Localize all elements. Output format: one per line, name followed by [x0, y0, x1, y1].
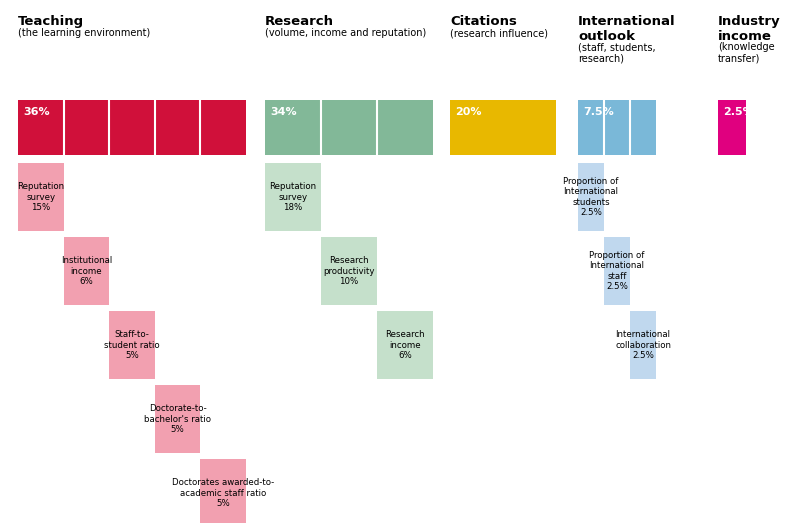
Bar — [64, 237, 109, 305]
Bar — [377, 311, 433, 379]
Bar — [265, 100, 433, 155]
Bar — [578, 163, 604, 231]
Bar — [18, 100, 246, 155]
Text: International
outlook: International outlook — [578, 15, 676, 42]
Text: Reputation
survey
15%: Reputation survey 15% — [17, 182, 64, 212]
Text: (knowledge
transfer): (knowledge transfer) — [718, 42, 775, 64]
Text: 20%: 20% — [455, 107, 481, 117]
Text: (staff, students,
research): (staff, students, research) — [578, 42, 655, 64]
Text: Proportion of
International
staff
2.5%: Proportion of International staff 2.5% — [590, 251, 644, 291]
Bar — [18, 163, 64, 231]
Text: (the learning environment): (the learning environment) — [18, 28, 150, 39]
Text: Proportion of
International
students
2.5%: Proportion of International students 2.5… — [564, 177, 619, 217]
Text: 36%: 36% — [23, 107, 49, 117]
Text: Teaching: Teaching — [18, 15, 84, 28]
Text: 7.5%: 7.5% — [583, 107, 614, 117]
Bar — [109, 311, 155, 379]
Text: Industry
income: Industry income — [718, 15, 780, 42]
Text: Doctorate-to-
bachelor's ratio
5%: Doctorate-to- bachelor's ratio 5% — [144, 404, 211, 434]
Bar — [200, 459, 246, 523]
Text: Research: Research — [265, 15, 334, 28]
Text: Institutional
income
6%: Institutional income 6% — [60, 256, 112, 286]
Bar — [630, 311, 656, 379]
Bar — [155, 385, 200, 453]
Bar — [265, 163, 321, 231]
Bar — [718, 100, 746, 155]
Text: Research
income
6%: Research income 6% — [385, 330, 425, 360]
Text: (research influence): (research influence) — [450, 28, 548, 39]
Bar — [604, 237, 630, 305]
Text: Doctorates awarded-to-
academic staff ratio
5%: Doctorates awarded-to- academic staff ra… — [172, 478, 274, 508]
Bar — [321, 237, 377, 305]
Text: 34%: 34% — [270, 107, 297, 117]
Bar — [578, 100, 656, 155]
Bar — [450, 100, 556, 155]
Text: Staff-to-
student ratio
5%: Staff-to- student ratio 5% — [104, 330, 160, 360]
Text: Citations: Citations — [450, 15, 517, 28]
Text: (volume, income and reputation): (volume, income and reputation) — [265, 28, 426, 39]
Text: Research
productivity
10%: Research productivity 10% — [323, 256, 374, 286]
Text: 2.5%: 2.5% — [723, 107, 754, 117]
Text: Reputation
survey
18%: Reputation survey 18% — [269, 182, 316, 212]
Text: International
collaboration
2.5%: International collaboration 2.5% — [615, 330, 671, 360]
